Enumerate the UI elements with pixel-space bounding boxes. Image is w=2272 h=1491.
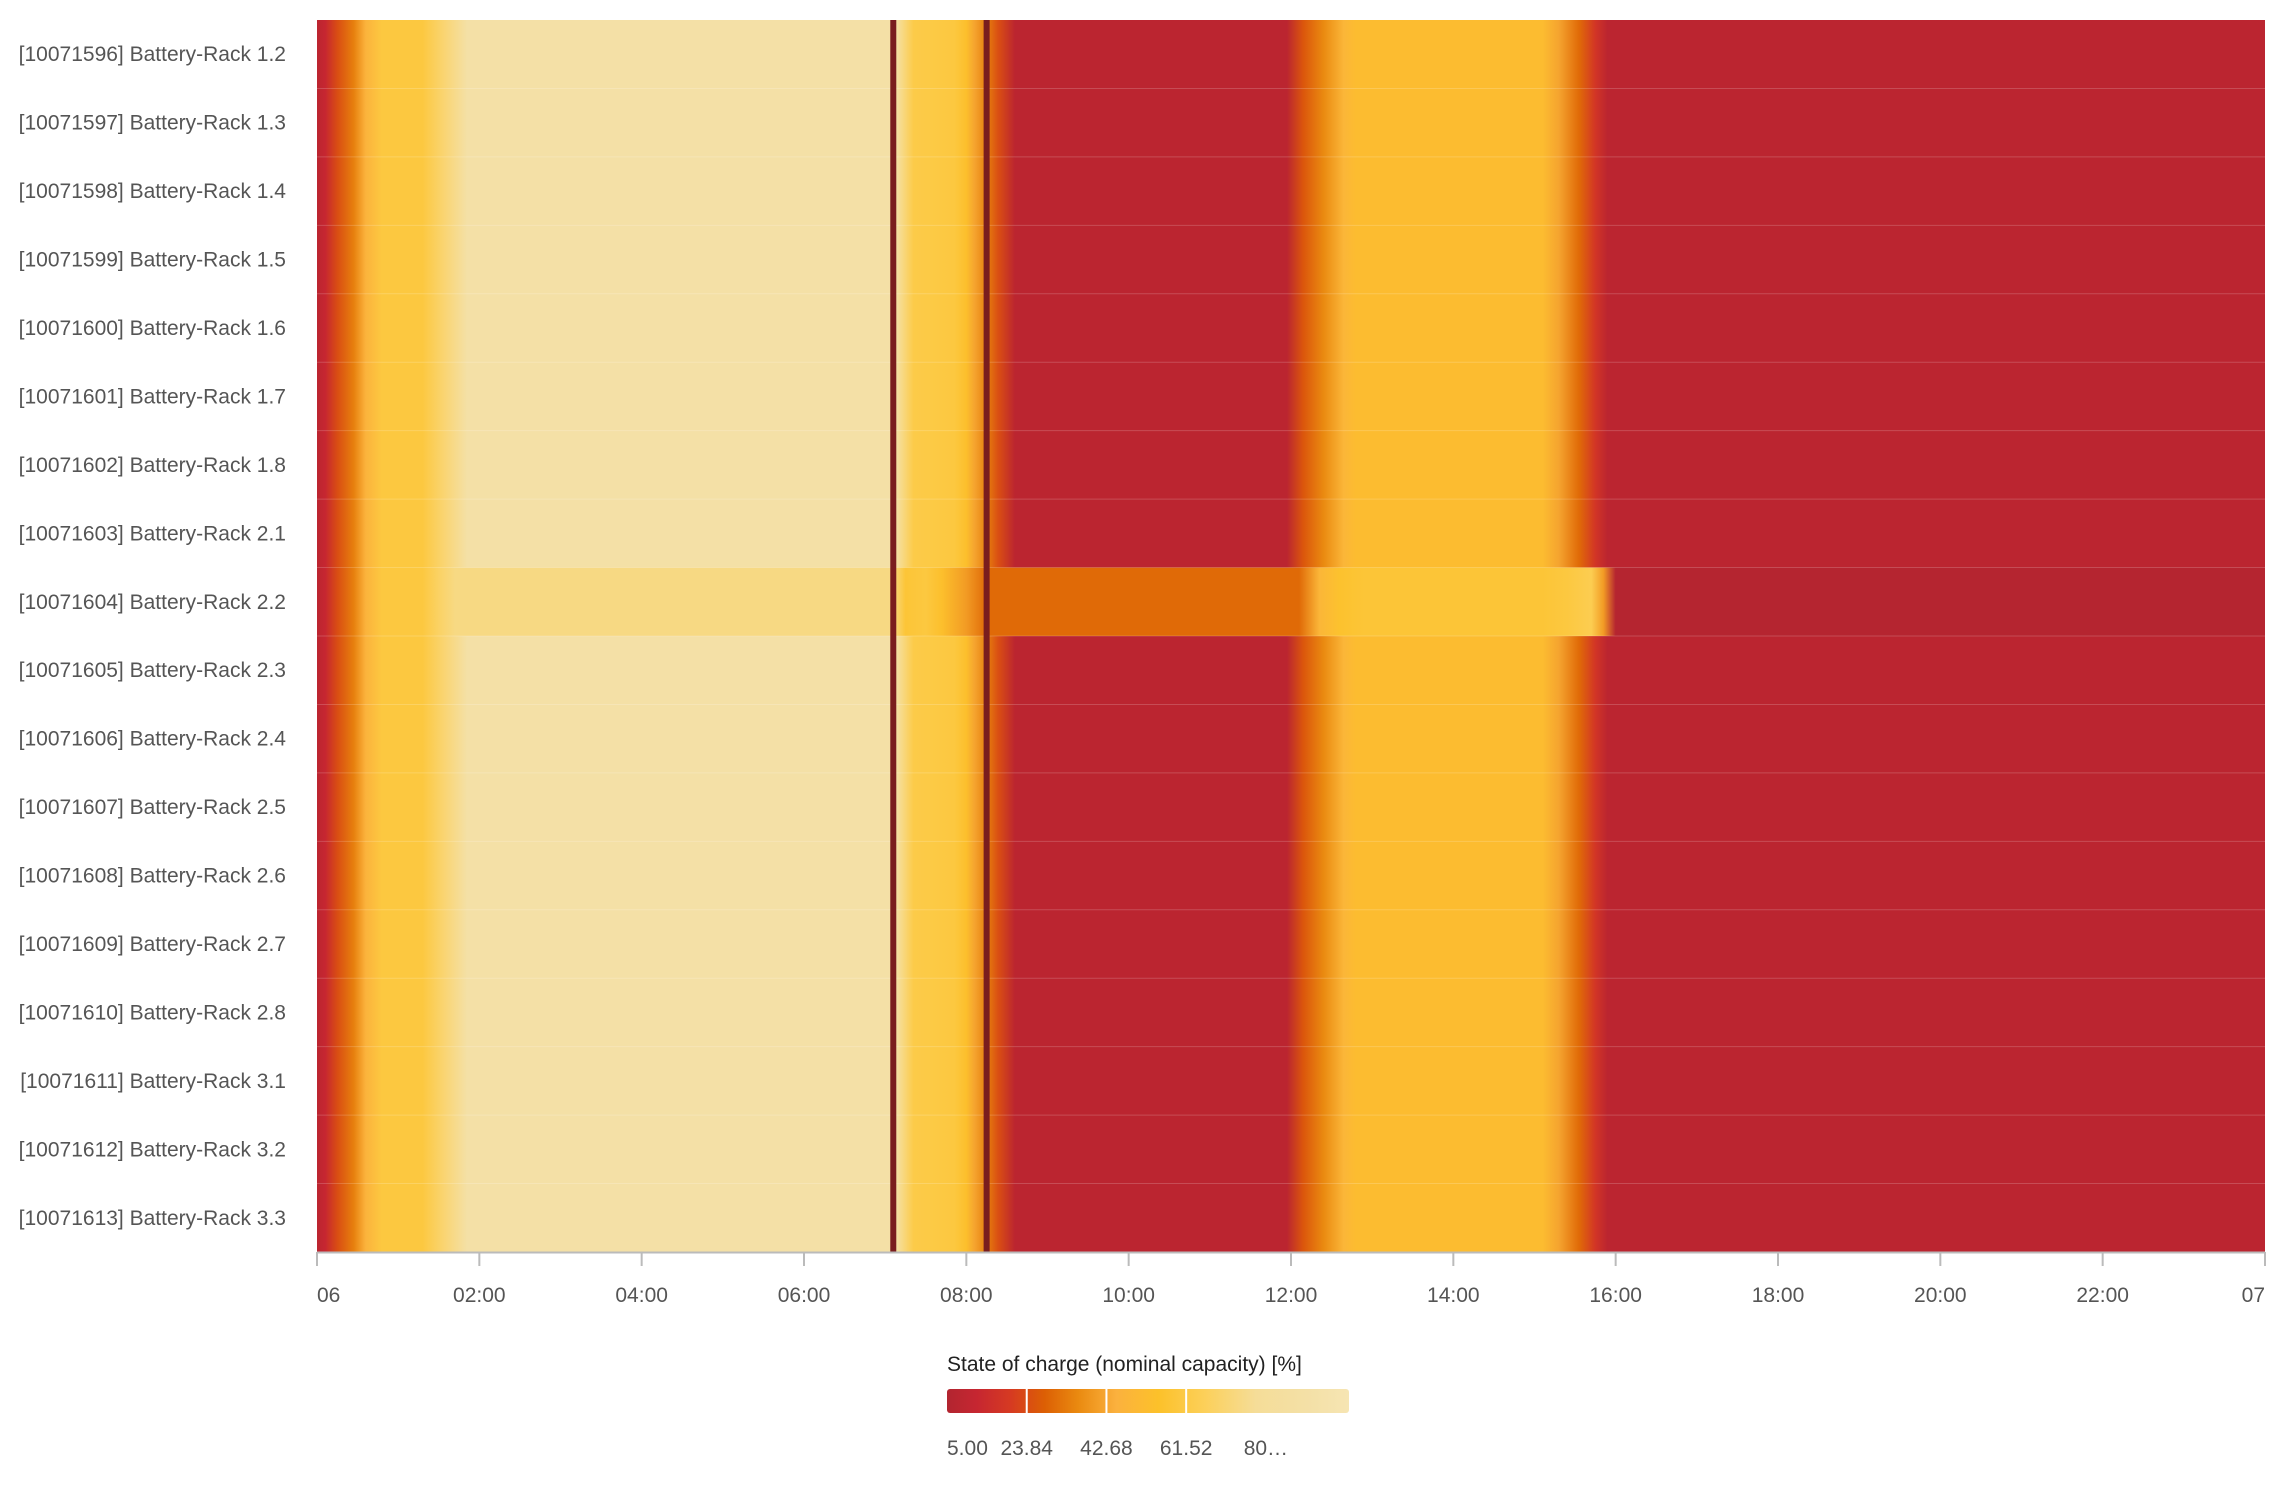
heatmap-row-18	[317, 1183, 2265, 1253]
y-label: [10071611] Battery-Rack 3.1	[20, 1070, 286, 1093]
color-legend: State of charge (nominal capacity) [%] 5.…	[947, 1353, 1349, 1460]
heatmap-rows	[317, 20, 2265, 1253]
x-tick-label: 08:00	[940, 1284, 993, 1307]
heatmap-row-8	[317, 499, 2265, 569]
y-label: [10071608] Battery-Rack 2.6	[19, 865, 286, 888]
time-markers	[890, 20, 990, 1252]
y-label: [10071601] Battery-Rack 1.7	[19, 385, 286, 408]
x-tick-label: 02:00	[453, 1284, 506, 1307]
legend-tick-label: 80…	[1244, 1437, 1288, 1460]
y-label: [10071597] Battery-Rack 1.3	[19, 112, 286, 135]
legend-tick-label: 42.68	[1080, 1437, 1133, 1460]
y-label: [10071603] Battery-Rack 2.1	[19, 522, 286, 545]
heatmap-row-11	[317, 704, 2265, 774]
y-label: [10071605] Battery-Rack 2.3	[19, 659, 286, 682]
heatmap-row-3	[317, 156, 2265, 226]
x-tick-label: 18:00	[1752, 1284, 1805, 1307]
x-tick-label: 10:00	[1102, 1284, 1155, 1307]
heatmap-row-5	[317, 293, 2265, 363]
heatmap-row-12	[317, 772, 2265, 842]
y-label: [10071612] Battery-Rack 3.2	[19, 1138, 286, 1161]
x-tick-label: 06:00	[778, 1284, 831, 1307]
y-label: [10071610] Battery-Rack 2.8	[19, 1001, 286, 1024]
y-label: [10071598] Battery-Rack 1.4	[19, 180, 287, 203]
y-axis-labels: [10071596] Battery-Rack 1.2 [10071597] Ba…	[19, 43, 287, 1230]
heatmap-row-6	[317, 362, 2265, 432]
y-label: [10071599] Battery-Rack 1.5	[19, 249, 286, 272]
x-tick-label: 12:00	[1265, 1284, 1318, 1307]
row-separators	[317, 87, 2265, 1185]
legend-title: State of charge (nominal capacity) [%]	[947, 1353, 1302, 1376]
x-tick-label: 14:00	[1427, 1284, 1480, 1307]
y-label: [10071613] Battery-Rack 3.3	[19, 1207, 286, 1230]
y-label: [10071607] Battery-Rack 2.5	[19, 796, 286, 819]
heatmap-row-2	[317, 88, 2265, 158]
y-label: [10071606] Battery-Rack 2.4	[19, 728, 287, 751]
x-axis: 06 02:00 04:00 06:00 08:00 10:00 12:00 14:00 16:…	[316, 1251, 2266, 1307]
heatmap-row-14	[317, 909, 2265, 979]
heatmap-row-13	[317, 841, 2265, 911]
x-tick-label: 16:00	[1589, 1284, 1642, 1307]
x-tick-label: 22:00	[2076, 1284, 2129, 1307]
heatmap-row-16	[317, 1046, 2265, 1116]
heatmap-row-9	[317, 567, 2265, 637]
heatmap-row-4	[317, 225, 2265, 295]
y-label: [10071609] Battery-Rack 2.7	[19, 933, 286, 956]
y-label: [10071596] Battery-Rack 1.2	[19, 43, 286, 66]
y-label: [10071600] Battery-Rack 1.6	[19, 317, 286, 340]
y-label: [10071602] Battery-Rack 1.8	[19, 454, 286, 477]
legend-tick-label: 5.00	[947, 1437, 988, 1460]
heatmap-row-1	[317, 20, 2265, 90]
heatmap-row-7	[317, 430, 2265, 500]
x-tick-label: 04:00	[615, 1284, 668, 1307]
legend-tick-label: 23.84	[1000, 1437, 1053, 1460]
legend-color-bar	[947, 1389, 1349, 1413]
x-tick-label: 07	[2242, 1284, 2265, 1307]
heatmap-row-17	[317, 1115, 2265, 1185]
x-tick-label: 20:00	[1914, 1284, 1967, 1307]
x-tick-label: 06	[317, 1284, 340, 1307]
legend-tick-label: 61.52	[1160, 1437, 1213, 1460]
heatmap-row-15	[317, 978, 2265, 1048]
y-label: [10071604] Battery-Rack 2.2	[19, 591, 286, 614]
heatmap-row-10	[317, 636, 2265, 706]
